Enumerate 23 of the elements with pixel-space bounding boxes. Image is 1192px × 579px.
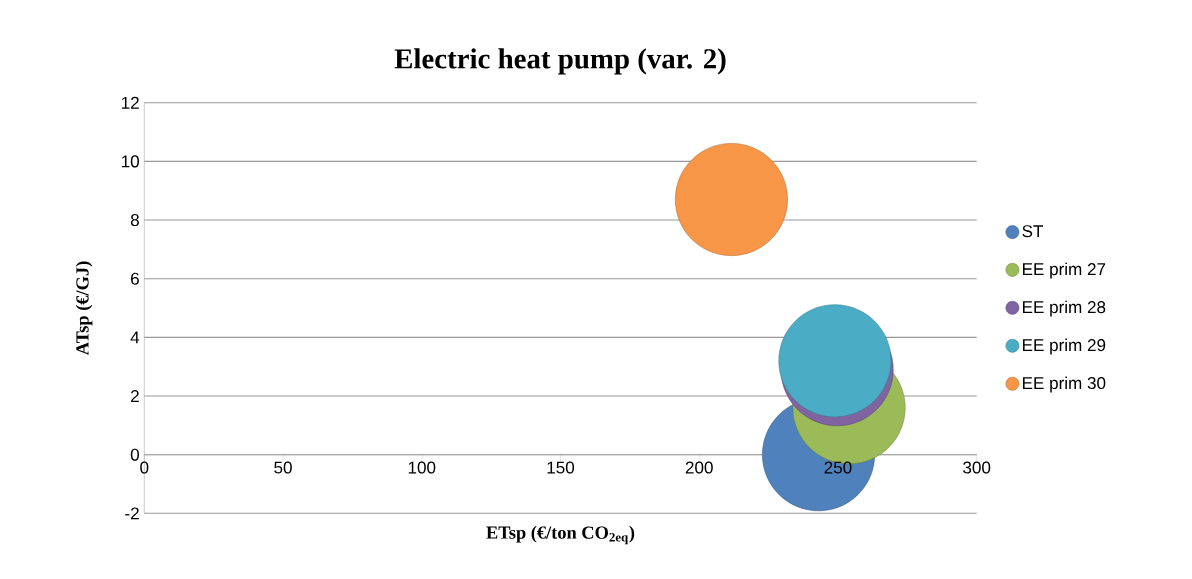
- y-tick-label: 10: [121, 155, 139, 168]
- x-tick-label: 250: [824, 461, 852, 474]
- legend-label: ST: [1022, 225, 1044, 238]
- legend-label: EE prim 27: [1023, 262, 1106, 279]
- x-tick-label: 100: [408, 461, 436, 474]
- x-tick-label: 0: [140, 461, 149, 474]
- y-tick-label: 2: [131, 390, 139, 402]
- legend-label: EE prim 30: [1023, 376, 1106, 393]
- x-axis-title: ETsp (€/ton CO$_{2eq}$): [486, 525, 635, 545]
- x-tick-label: 50: [274, 461, 292, 474]
- y-tick-label: 6: [131, 272, 139, 285]
- y-tick-label: -2: [125, 507, 139, 520]
- y-tick-label: 8: [130, 214, 139, 227]
- x-tick-label: 200: [685, 461, 713, 474]
- legend-label: EE prim 28: [1023, 300, 1106, 317]
- y-tick-label: 4: [130, 331, 140, 344]
- chart-title: Electric heat pump (var. 2): [394, 48, 726, 75]
- legend-label: EE prim 29: [1023, 338, 1106, 355]
- y-tick-label: 0: [130, 448, 139, 461]
- y-axis-title: ATsp (€/GJ): [75, 261, 93, 356]
- y-tick-label: 12: [121, 96, 139, 109]
- x-tick-label: 300: [963, 461, 991, 474]
- x-tick-label: 150: [547, 461, 575, 474]
